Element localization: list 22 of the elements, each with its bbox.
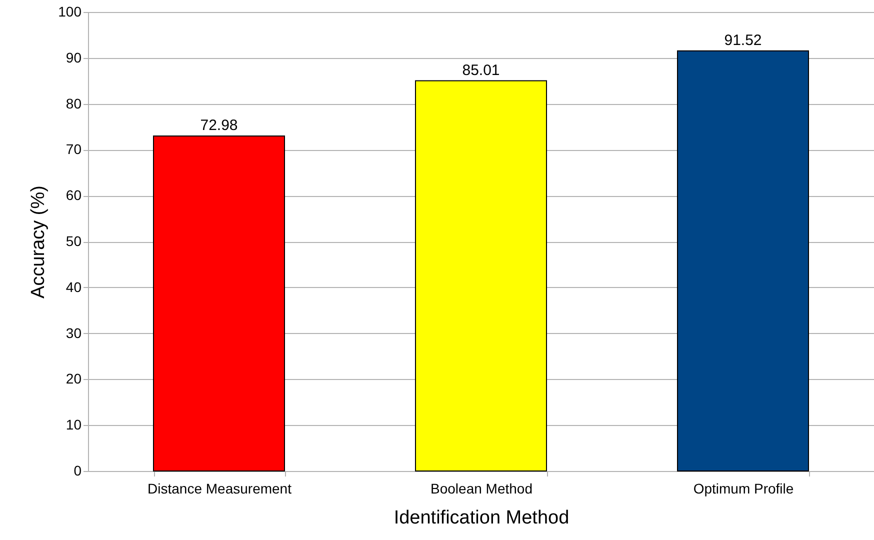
- x-tick-label: Optimum Profile: [693, 480, 794, 496]
- y-tick-label: 70: [66, 141, 82, 158]
- x-axis-title: Identification Method: [394, 508, 570, 528]
- x-tick-label: Boolean Method: [430, 480, 532, 496]
- y-tick-label: 30: [66, 324, 82, 341]
- y-tick-label: 50: [66, 233, 82, 249]
- data-label: 85.01: [462, 62, 500, 79]
- y-tick-label: 60: [66, 187, 82, 204]
- bar: [153, 136, 285, 472]
- y-tick-label: 0: [74, 462, 82, 478]
- x-tick-label: Distance Measurement: [148, 480, 292, 496]
- bar: [677, 50, 809, 472]
- y-tick-label: 20: [66, 370, 82, 387]
- data-label: 72.98: [200, 117, 238, 134]
- y-axis-title: Accuracy (%): [28, 186, 50, 298]
- y-tick-label: 10: [66, 416, 82, 433]
- y-tick-label: 80: [66, 95, 82, 112]
- bar: [415, 80, 547, 472]
- y-tick-label: 100: [58, 4, 82, 20]
- y-tick-label: 90: [66, 49, 82, 66]
- y-tick-label: 40: [66, 278, 82, 295]
- data-label: 91.52: [724, 32, 762, 49]
